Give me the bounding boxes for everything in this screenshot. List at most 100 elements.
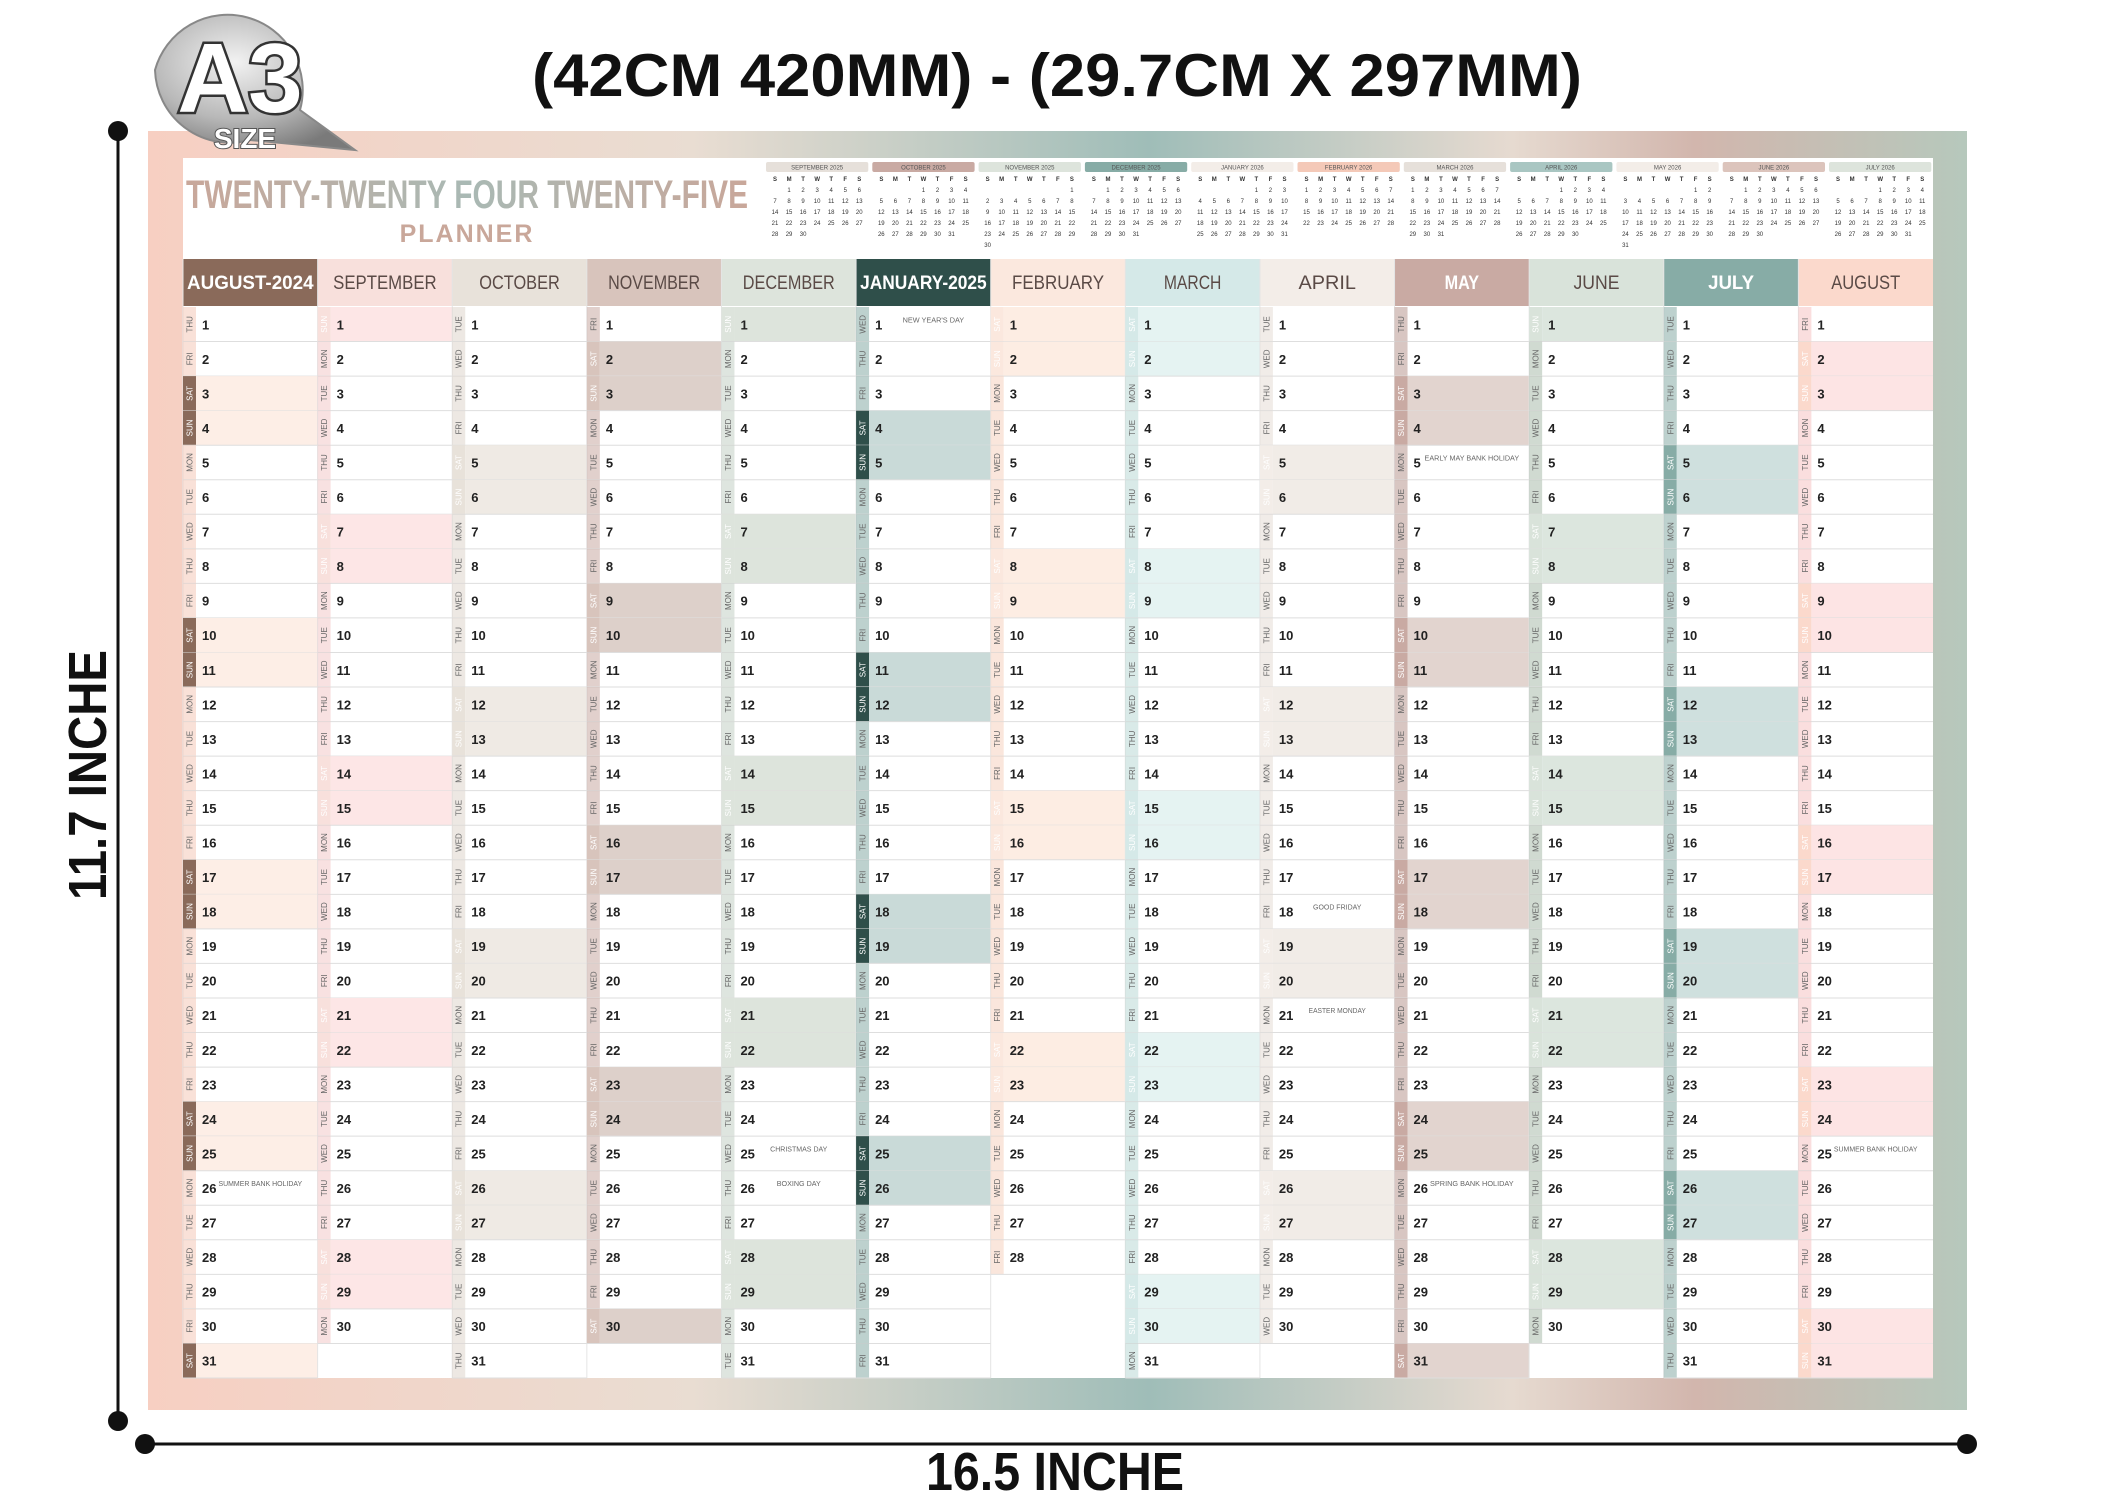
day-strip: [586, 307, 600, 342]
weekday: TUE: [455, 316, 464, 332]
day-strip: [1394, 859, 1408, 895]
weekday: FRI: [589, 1043, 598, 1056]
weekday: SAT: [1532, 1008, 1541, 1023]
weekday: THU: [1666, 385, 1675, 402]
weekend-shade: [1272, 1205, 1395, 1240]
date: 17: [471, 870, 485, 885]
day-strip: [1529, 928, 1543, 964]
day-strip: [990, 790, 1004, 826]
day-strip: [183, 514, 196, 549]
day-strip: [1529, 825, 1543, 860]
day-strip: [721, 617, 735, 653]
weekend-shade: [330, 514, 453, 549]
date: 1: [1548, 317, 1555, 332]
day-strip: [1394, 1308, 1408, 1344]
weekday: MON: [186, 695, 195, 714]
weekday: THU: [186, 800, 195, 817]
mini-title-bar: [1084, 162, 1188, 172]
date: 2: [337, 352, 344, 367]
mini-weekday: F: [843, 177, 847, 183]
weekday: SAT: [724, 1008, 733, 1023]
weekend-shade: [1407, 376, 1530, 411]
day-strip: [183, 652, 196, 688]
date: 7: [1683, 525, 1690, 540]
mini-date: 12: [1359, 199, 1366, 205]
width-label: 16.5 INCHE: [926, 1442, 1184, 1500]
weekday: THU: [1666, 869, 1675, 886]
weekday: MON: [1532, 833, 1541, 852]
day-strip: [1663, 445, 1677, 480]
day-strip: [721, 1308, 735, 1344]
mini-weekday: T: [1255, 177, 1259, 183]
date: 6: [471, 490, 478, 505]
month-header: [452, 259, 587, 306]
mini-date: 26: [1359, 221, 1366, 227]
mini-weekday: T: [1333, 177, 1337, 183]
mini-date: 4: [1921, 188, 1925, 194]
weekend-shade: [1407, 1343, 1530, 1378]
mini-weekday: T: [1148, 177, 1152, 183]
weekend-shade: [1138, 790, 1260, 826]
day-strip: [1529, 894, 1543, 929]
weekday: MON: [1397, 453, 1406, 472]
weekday: SUN: [1397, 661, 1406, 678]
date: 7: [1279, 525, 1286, 540]
mini-date: 28: [772, 232, 779, 238]
mini-date: 30: [1119, 232, 1126, 238]
mini-date: 30: [1706, 232, 1713, 238]
day-strip: [317, 894, 331, 929]
month-header: [317, 259, 453, 306]
weekday: MON: [320, 1075, 329, 1094]
day-strip: [1125, 341, 1139, 377]
weekday: FRI: [1532, 974, 1541, 987]
mini-weekday: T: [1226, 177, 1230, 183]
day-strip: [1125, 1274, 1139, 1309]
date: 6: [875, 490, 882, 505]
day-strip: [1125, 963, 1139, 998]
weekday: WED: [859, 1282, 868, 1301]
mini-date: 27: [1175, 221, 1182, 227]
day-strip: [452, 790, 466, 826]
mini-date: 20: [856, 210, 863, 216]
mini-date: 13: [1040, 210, 1047, 216]
mini-date: 19: [1359, 210, 1366, 216]
date: 11: [202, 663, 216, 678]
weekday: SUN: [320, 557, 329, 574]
date: 18: [875, 905, 889, 920]
weekday: TUE: [1532, 869, 1541, 885]
weekend-shade: [869, 928, 991, 964]
weekday: WED: [993, 1178, 1002, 1197]
day-strip: [856, 410, 870, 446]
mini-weekday: M: [1531, 177, 1536, 183]
dimension-dot: [108, 121, 128, 141]
day-strip: [1259, 410, 1273, 446]
weekday: SAT: [1397, 628, 1406, 643]
mini-title: JULY 2026: [1866, 166, 1896, 172]
day-strip: [586, 1274, 600, 1309]
mini-date: 25: [1600, 221, 1607, 227]
weekday: SUN: [993, 592, 1002, 609]
weekday: FRI: [320, 732, 329, 745]
weekday: SAT: [320, 1008, 329, 1023]
date: 20: [606, 974, 620, 989]
weekday: TUE: [724, 627, 733, 643]
day-strip: [1125, 1308, 1139, 1344]
date: 16: [1010, 836, 1024, 851]
date: 22: [337, 1043, 351, 1058]
date: 3: [1548, 386, 1555, 401]
mini-date: 25: [828, 221, 835, 227]
mini-date: 2: [1120, 188, 1124, 194]
day-strip: [1259, 1274, 1273, 1309]
weekday: MON: [1532, 349, 1541, 368]
day-strip: [1798, 687, 1812, 722]
mini-date: 10: [814, 199, 821, 205]
date: 21: [1414, 1008, 1428, 1023]
mini-title-bar: [1297, 162, 1400, 172]
day-strip: [1125, 1239, 1139, 1275]
weekday: SAT: [993, 559, 1002, 574]
weekend-shade: [1811, 825, 1933, 860]
day-strip: [990, 756, 1004, 791]
date: 12: [606, 697, 620, 712]
day-strip: [990, 1205, 1004, 1240]
date: 7: [1817, 525, 1824, 540]
